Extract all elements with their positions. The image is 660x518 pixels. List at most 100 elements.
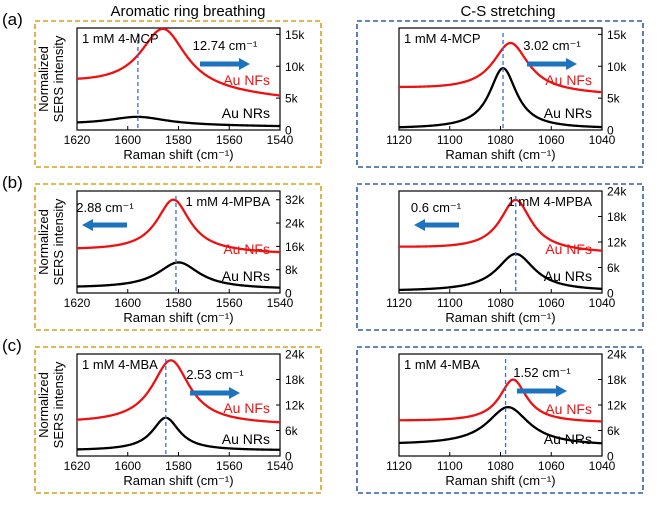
x-tick-label: 1100 (437, 459, 463, 473)
shift-label: 12.74 cm⁻¹ (193, 38, 258, 53)
y-tick-label: 12k (607, 236, 627, 250)
x-tick-label: 1080 (487, 296, 514, 310)
legend-au-nfs: Au NFs (223, 72, 270, 88)
series-au-nrs (77, 115, 280, 128)
panel-c-ring: 1620 1600 1580 1560 1540 Raman shift (cm⁻¹) 0 6… (34, 346, 322, 494)
series-au-nrs (77, 416, 280, 451)
x-tick-label: 1560 (216, 133, 243, 147)
series-au-nfs (399, 378, 602, 423)
x-tick-label: 1540 (267, 133, 294, 147)
x-tick-label: 1080 (487, 459, 514, 473)
y-tick-label: 0 (607, 287, 614, 301)
legend-au-nfs: Au NFs (545, 401, 592, 417)
y-tick-label: 15k (607, 28, 627, 42)
shift-arrow-head (414, 219, 425, 231)
molecule-label: 1 mM 4-MPBA (507, 194, 592, 209)
x-tick-label: 1040 (589, 296, 616, 310)
y-tick-label: 6k (607, 261, 621, 275)
series-au-nrs (399, 406, 602, 445)
legend-au-nrs: Au NRs (544, 105, 592, 121)
series-au-nfs (77, 198, 280, 254)
shift-arrow-head (229, 387, 240, 399)
panel-b-ring: 1620 1600 1580 1560 1540 Raman shift (cm⁻¹) 0 8… (34, 183, 322, 331)
legend-au-nrs: Au NRs (544, 431, 592, 447)
y-tick-label: 32k (285, 193, 305, 207)
y-tick-label: 5k (607, 92, 621, 106)
y-tick-label: 24k (285, 348, 305, 362)
panel-c-cs: 1120 1100 1080 1060 1040 Raman shift (cm⁻¹) 0 6… (356, 346, 644, 494)
molecule-label: 1 mM 4-MCP (404, 31, 481, 46)
shift-label: 2.88 cm⁻¹ (76, 200, 134, 215)
x-tick-label: 1580 (165, 459, 192, 473)
x-axis-label: Raman shift (cm⁻¹) (445, 473, 555, 488)
y-axis-label-line: Normalized (36, 46, 51, 112)
y-tick-label: 12k (607, 399, 627, 413)
shift-label: 3.02 cm⁻¹ (523, 38, 581, 53)
legend-au-nfs: Au NFs (545, 241, 592, 257)
y-tick-label: 0 (607, 450, 614, 464)
legend-au-nrs: Au NRs (222, 431, 270, 447)
y-tick-label: 0 (285, 124, 292, 138)
x-tick-label: 1600 (114, 133, 141, 147)
y-tick-label: 18k (285, 373, 305, 387)
x-tick-label: 1080 (487, 133, 514, 147)
x-tick-label: 1060 (538, 133, 565, 147)
series-au-nfs (77, 28, 280, 97)
molecule-label: 1 mM 4-MBA (82, 357, 158, 372)
legend-au-nrs: Au NRs (544, 268, 592, 284)
panel-a-cs: 1120 1100 1080 1060 1040 Raman shift (cm⁻¹) 0 5… (356, 20, 644, 168)
series-au-nrs (399, 252, 602, 292)
column-title-cs: C-S stretching (460, 3, 555, 20)
y-tick-label: 24k (607, 185, 627, 199)
x-axis-label: Raman shift (cm⁻¹) (123, 473, 233, 488)
y-tick-label: 24k (607, 348, 627, 362)
x-axis-label: Raman shift (cm⁻¹) (123, 147, 233, 162)
y-axis-label: NormalizedSERS intensity (36, 35, 66, 122)
row-label: (c) (2, 336, 22, 355)
shift-arrow-head (239, 58, 250, 70)
y-tick-label: 5k (285, 92, 299, 106)
shift-arrow-head (566, 58, 577, 70)
x-axis-label: Raman shift (cm⁻¹) (445, 147, 555, 162)
shift-label: 2.53 cm⁻¹ (186, 367, 244, 382)
x-tick-label: 1040 (589, 459, 616, 473)
x-tick-label: 1120 (386, 296, 412, 310)
y-axis-label-line: SERS intensity (51, 35, 66, 122)
x-tick-label: 1600 (114, 459, 141, 473)
y-axis-label: NormalizedSERS intensity (36, 198, 66, 285)
series-au-nfs (399, 198, 602, 252)
y-tick-label: 0 (285, 450, 292, 464)
y-axis-label-line: SERS intensity (51, 198, 66, 285)
series-au-nrs (399, 67, 602, 129)
series-au-nrs (77, 261, 280, 289)
y-tick-label: 18k (607, 210, 627, 224)
x-tick-label: 1060 (538, 459, 565, 473)
y-tick-label: 0 (607, 124, 614, 138)
panel-a-ring: 1620 1600 1580 1560 1540 Raman shift (cm⁻¹) 0 5… (34, 20, 322, 168)
x-axis-label: Raman shift (cm⁻¹) (123, 310, 233, 325)
row-label: (a) (2, 10, 23, 29)
legend-au-nfs: Au NFs (545, 72, 592, 88)
series-au-nfs (77, 359, 280, 424)
y-axis-label-line: Normalized (36, 372, 51, 438)
x-tick-label: 1040 (589, 133, 616, 147)
x-tick-label: 1560 (216, 296, 243, 310)
x-tick-label: 1060 (538, 296, 565, 310)
molecule-label: 1 mM 4-MPBA (185, 194, 270, 209)
x-tick-label: 1580 (165, 296, 192, 310)
molecule-label: 1 mM 4-MCP (82, 31, 159, 46)
y-axis-label: NormalizedSERS intensity (36, 361, 66, 448)
molecule-label: 1 mM 4-MBA (404, 357, 480, 372)
shift-label: 1.52 cm⁻¹ (513, 365, 571, 380)
panel-b-cs: 1120 1100 1080 1060 1040 Raman shift (cm⁻¹) 0 6… (356, 183, 644, 331)
y-tick-label: 10k (607, 60, 627, 74)
y-tick-label: 24k (285, 217, 305, 231)
y-tick-label: 15k (285, 28, 305, 42)
x-tick-label: 1600 (114, 296, 141, 310)
y-tick-label: 18k (607, 373, 627, 387)
y-tick-label: 6k (285, 424, 299, 438)
column-title-ring: Aromatic ring breathing (110, 3, 265, 20)
x-tick-label: 1100 (437, 133, 463, 147)
legend-au-nfs: Au NFs (223, 400, 270, 416)
